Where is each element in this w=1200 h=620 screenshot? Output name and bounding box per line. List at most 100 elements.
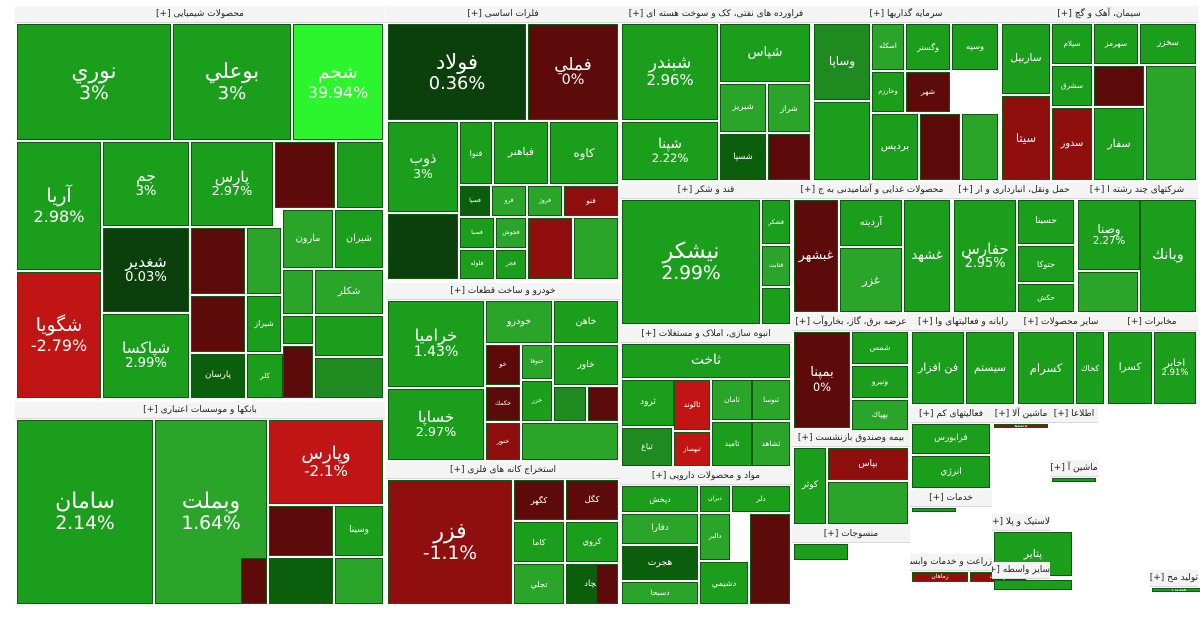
stock-tile-بمپنا[interactable]: بمپنا 0% <box>794 332 850 428</box>
stock-tile-كگل[interactable]: كگل <box>566 480 618 520</box>
stock-tile-نوري[interactable]: نوري 3% <box>17 24 171 140</box>
stock-tile-ثالوند[interactable]: ثالوند <box>674 380 710 430</box>
stock-tile-شراز[interactable]: شراز <box>768 84 810 132</box>
sector-header[interactable]: قند و شکر [+] <box>620 182 792 199</box>
sector-header[interactable]: سرمایه گذاریها [+] <box>812 6 1000 23</box>
stock-tile-ونيرو[interactable]: ونيرو <box>852 366 908 398</box>
sector-header[interactable]: محصولات شیمیایی [+] <box>15 6 385 23</box>
stock-tile-حفارس[interactable]: حفارس 2.95% <box>954 200 1016 312</box>
stock-tile-خاهن[interactable]: خاهن <box>554 301 618 343</box>
stock-tile-فصبا[interactable]: فصبا <box>460 218 494 248</box>
stock-tile-سيلام[interactable]: سيلام <box>1052 24 1092 64</box>
stock-tile-نيشكر[interactable]: نيشكر 2.99% <box>622 200 760 324</box>
stock-tile-كسرا[interactable]: كسرا <box>1108 332 1152 404</box>
stock-tile[interactable] <box>522 423 618 460</box>
stock-tile-وبملت[interactable]: وبملت 1.64% <box>155 420 267 604</box>
sector-header[interactable]: مواد و محصولات دارویی [+] <box>620 468 792 485</box>
stock-tile-حتوكا[interactable]: حتوكا <box>1018 246 1074 282</box>
sector-header[interactable]: ماشین آلا [+] <box>992 406 1050 423</box>
stock-tile-شسپا[interactable]: شسپا <box>720 134 766 180</box>
stock-tile[interactable] <box>794 544 848 560</box>
stock-tile-ذوب[interactable]: ذوب 3% <box>388 122 458 212</box>
stock-tile-ثباغ[interactable]: ثباغ <box>622 428 672 466</box>
stock-tile-خزر[interactable]: خزر <box>522 381 552 421</box>
stock-tile-پارسان[interactable]: پارسان <box>191 354 245 398</box>
stock-tile[interactable] <box>275 142 335 208</box>
sector-header[interactable]: بیمه وصندوق بازنشست [+] <box>792 430 910 447</box>
stock-tile-شجم[interactable]: شجم 39.94% <box>293 24 383 140</box>
stock-tile[interactable] <box>994 580 1072 590</box>
stock-tile[interactable] <box>191 228 245 294</box>
stock-tile[interactable] <box>269 506 333 556</box>
stock-tile-كسرام[interactable]: كسرام <box>1018 332 1074 404</box>
stock-tile-آريا[interactable]: آريا 2.98% <box>17 142 101 270</box>
sector-header[interactable]: خدمات [+] <box>910 490 992 507</box>
stock-tile[interactable] <box>920 114 960 180</box>
stock-tile[interactable] <box>388 214 458 279</box>
stock-tile-انرژي[interactable]: انرژي <box>912 456 990 488</box>
sector-header[interactable]: رایانه و فعالیتهای وا [+] <box>910 314 1016 331</box>
stock-tile-فزر[interactable]: فزر -1.1% <box>388 480 512 604</box>
stock-tile-فجر[interactable]: فجر <box>496 250 526 279</box>
stock-tile-فلوله[interactable]: فلوله <box>460 250 494 279</box>
stock-tile-كاما[interactable]: كاما <box>514 522 564 562</box>
stock-tile[interactable] <box>337 142 383 208</box>
stock-tile-ثامید[interactable]: ثامید <box>712 422 752 466</box>
stock-tile-شيران[interactable]: شيران <box>335 210 383 268</box>
sector-header[interactable]: فراورده های نفتی، کک و سوخت هسته ای [+] <box>620 6 812 23</box>
stock-tile[interactable] <box>1146 66 1196 180</box>
stock-tile[interactable] <box>554 387 586 421</box>
stock-tile[interactable] <box>1052 478 1096 482</box>
sector-header[interactable]: فعالیتهای کم [+] <box>910 406 992 423</box>
stock-tile-فرابورس[interactable]: فرابورس <box>912 424 990 454</box>
stock-tile-فنو[interactable]: فنو <box>564 186 618 216</box>
stock-tile-دسبحا[interactable]: دسبحا <box>622 582 698 604</box>
stock-tile-آرديته[interactable]: آرديته <box>840 200 902 246</box>
stock-tile[interactable] <box>814 102 870 180</box>
stock-tile-شبريز[interactable]: شبريز <box>720 84 766 132</box>
stock-tile-شبندر[interactable]: شبندر 2.96% <box>622 24 718 120</box>
stock-tile-شهر[interactable]: شهر <box>906 72 950 112</box>
stock-tile-سشرق[interactable]: سشرق <box>1052 66 1092 106</box>
stock-tile[interactable] <box>315 358 383 398</box>
stock-tile[interactable] <box>283 270 313 314</box>
stock-tile-سدور[interactable]: سدور <box>1052 108 1092 180</box>
stock-tile-شپنا[interactable]: شپنا 2.22% <box>622 122 718 180</box>
sector-header[interactable]: ماشین آ [+] <box>1050 460 1098 477</box>
stock-tile-سيتا[interactable]: سيتا <box>1002 96 1050 180</box>
stock-tile-وخارزم[interactable]: وخارزم <box>872 72 904 112</box>
stock-tile-خكمك[interactable]: خكمك <box>486 387 520 421</box>
sector-header[interactable]: بانکها و موسسات اعتباری [+] <box>15 402 385 419</box>
stock-tile-دفارا[interactable]: دفارا <box>622 514 698 544</box>
stock-tile-ثنوسا[interactable]: ثنوسا <box>752 380 790 420</box>
stock-tile-حسينا[interactable]: حسينا <box>1018 200 1074 244</box>
stock-tile-فملي[interactable]: فملي 0% <box>528 24 618 120</box>
stock-tile-حكش[interactable]: حكش <box>1018 284 1074 312</box>
sector-header[interactable]: شرکتهای چند رشته ا [+] <box>1076 182 1198 199</box>
stock-tile-سخزر[interactable]: سخزر <box>1140 24 1196 64</box>
stock-tile-خو[interactable]: خو <box>486 345 520 385</box>
stock-tile[interactable] <box>828 482 908 524</box>
stock-tile[interactable] <box>762 288 790 324</box>
stock-tile-اسكله[interactable]: اسكله <box>872 24 904 70</box>
stock-tile-غشهد[interactable]: غشهد <box>904 200 950 312</box>
stock-tile-فسپا[interactable]: فسپا <box>460 186 490 216</box>
stock-tile-ثشاهد[interactable]: ثشاهد <box>752 422 790 466</box>
stock-tile-وصنا[interactable]: وصنا 2.27% <box>1078 200 1140 270</box>
stock-tile-دلر[interactable]: دلر <box>732 486 790 512</box>
stock-tile-كلر[interactable]: كلر <box>247 354 283 398</box>
stock-tile-فجوش[interactable]: فجوش <box>496 218 526 248</box>
stock-tile-سفار[interactable]: سفار <box>1094 108 1144 180</box>
stock-tile-دپخش[interactable]: دپخش <box>622 486 698 512</box>
stock-tile-مارون[interactable]: مارون <box>283 210 333 268</box>
stock-tile-وپارس[interactable]: وپارس -2.1% <box>269 420 383 504</box>
sector-header[interactable]: سایر محصولات [+] <box>1016 314 1106 331</box>
stock-tile-سيستم[interactable]: سيستم <box>966 332 1014 404</box>
stock-tile-شپاكسا[interactable]: شپاكسا 2.99% <box>103 314 189 398</box>
stock-tile[interactable] <box>596 564 618 604</box>
stock-tile-ثرود[interactable]: ثرود <box>622 380 674 426</box>
stock-tile[interactable] <box>191 296 245 352</box>
stock-tile-بوعلي[interactable]: بوعلي 3% <box>173 24 291 140</box>
stock-tile-كاوه[interactable]: كاوه <box>550 122 618 184</box>
stock-tile-شغدير[interactable]: شغدير 0.03% <box>103 228 189 312</box>
